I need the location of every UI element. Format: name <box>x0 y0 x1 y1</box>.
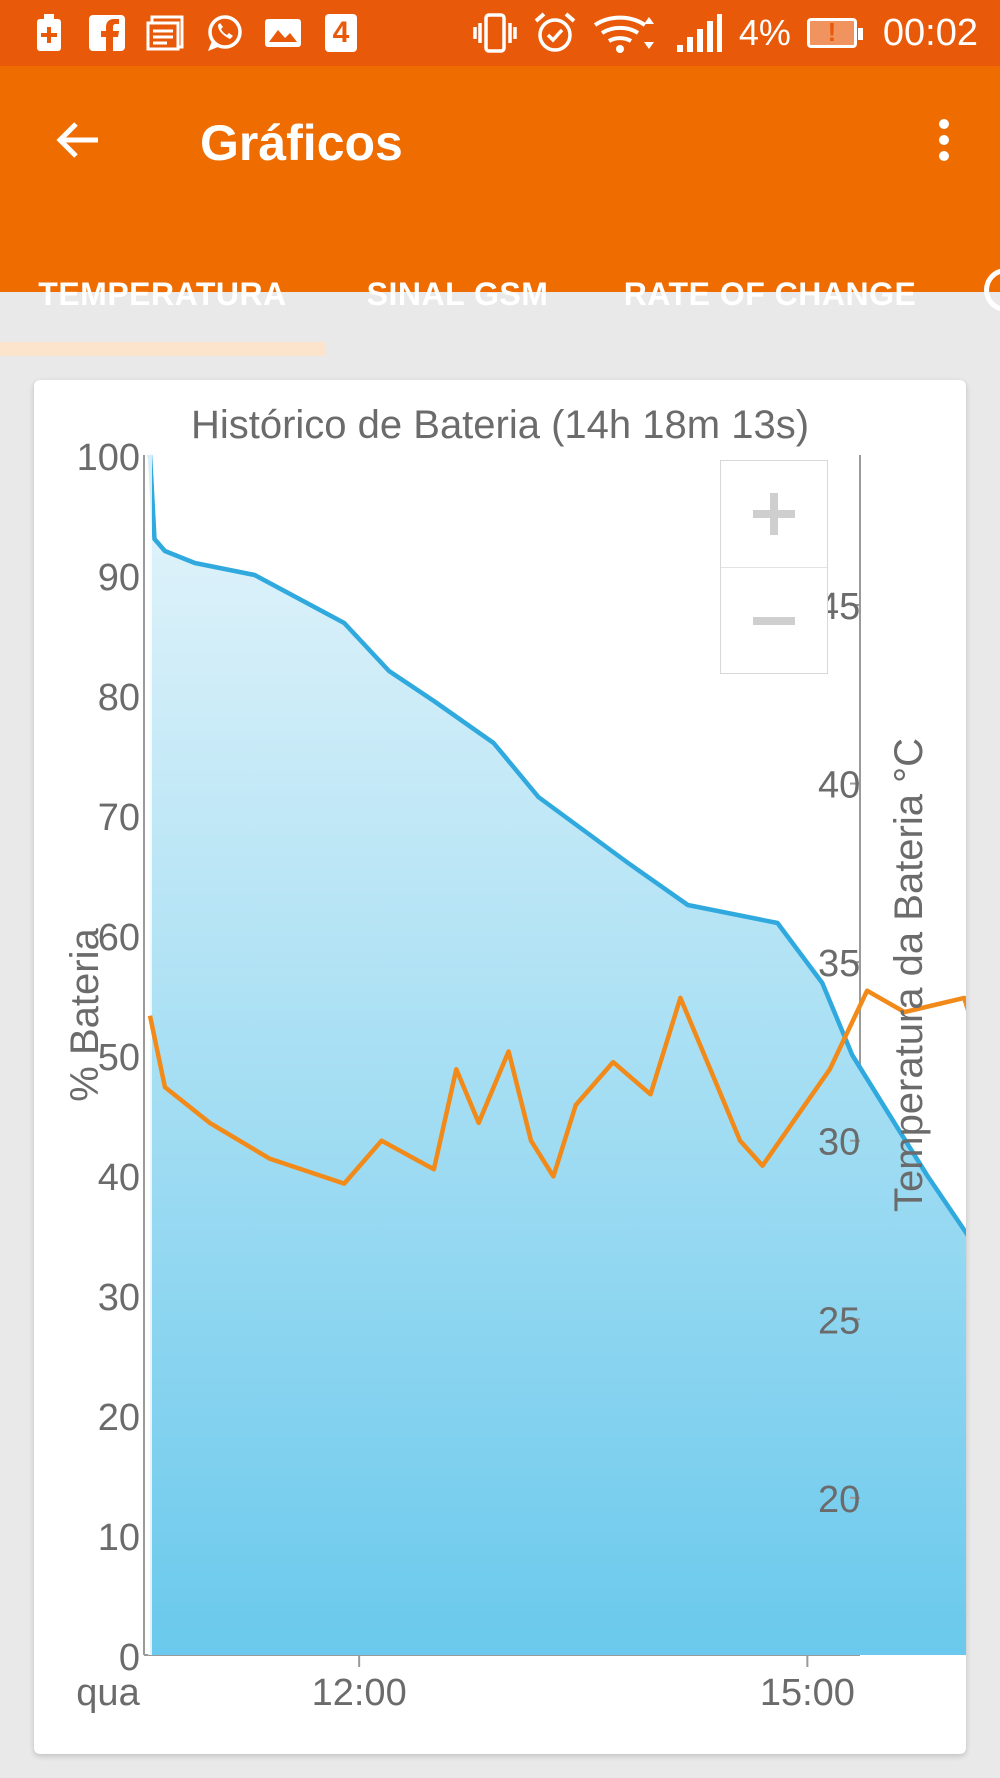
signal-icon <box>675 13 723 53</box>
tab-temperatura-label: TEMPERATURA <box>38 275 287 312</box>
badge-4-icon: 4 <box>322 13 360 53</box>
tab-rate-of-change[interactable]: RATE OF CHANGE <box>590 246 950 358</box>
wifi-icon <box>593 13 659 53</box>
x-tick-label: 12:00 <box>312 1672 407 1714</box>
app-bar: Gráficos <box>0 66 1000 292</box>
y-tick-label-left: 100 <box>77 437 140 479</box>
minus-icon <box>753 617 795 625</box>
more-vert-icon <box>939 119 949 161</box>
facebook-icon <box>88 13 126 53</box>
y-tick-label-left: 60 <box>98 917 140 959</box>
page-title: Gráficos <box>200 115 403 171</box>
chart-card: 0 10 20 30 40 50 60 70 80 90 100 20 25 30 35 40 45 qua 12:… <box>34 380 966 1754</box>
y-tick-label-right: 20 <box>818 1479 860 1521</box>
more-options-button[interactable] <box>914 108 974 172</box>
chart-title: Histórico de Bateria (14h 18m 13s) <box>191 403 809 447</box>
y-tick-label-right: 35 <box>818 943 860 985</box>
y-tick-label-left: 0 <box>119 1637 140 1679</box>
battery-percent: 4% <box>738 12 791 53</box>
battery-line <box>147 454 966 1237</box>
battery-saver-icon <box>30 13 68 53</box>
vibrate-icon <box>473 13 517 53</box>
y-tick-label-left: 10 <box>98 1517 140 1559</box>
y-tick-label-right: 40 <box>818 765 860 807</box>
alarm-icon <box>533 12 577 53</box>
tab-sinal-gsm-label: SINAL GSM <box>366 275 549 312</box>
gallery-icon <box>264 13 302 53</box>
system-icons: 4% ! 00:02 <box>473 12 978 55</box>
tab-rate-of-change-label: RATE OF CHANGE <box>623 275 917 312</box>
y-tick-label-left: 20 <box>98 1397 140 1439</box>
y-axis-label-right: Temperatura da Bateria °C <box>887 738 931 1212</box>
zoom-in-button[interactable] <box>721 461 827 567</box>
zoom-controls <box>720 460 828 674</box>
status-bar: 4 4% ! 00:02 <box>0 0 1000 66</box>
y-tick-label-left: 50 <box>98 1037 140 1079</box>
y-tick-label-left: 40 <box>98 1157 140 1199</box>
y-tick-label-left: 70 <box>98 797 140 839</box>
back-button[interactable] <box>46 108 110 172</box>
battery-low-icon: ! <box>806 17 863 48</box>
y-tick-label-left: 80 <box>98 677 140 719</box>
tab-indicator <box>0 342 325 356</box>
zoom-out-button[interactable] <box>721 568 827 674</box>
plus-icon <box>753 493 795 535</box>
tab-sinal-gsm[interactable]: SINAL GSM <box>325 246 590 358</box>
temperature-line <box>147 988 966 1186</box>
zoom-divider <box>721 567 827 568</box>
whatsapp-icon <box>204 13 244 53</box>
y-tick-label-left: 90 <box>98 557 140 599</box>
tab-bar: TEMPERATURA SINAL GSM RATE OF CHANGE <box>0 246 1000 358</box>
clock: 00:02 <box>882 11 978 54</box>
y-axis-label-left: % Bateria <box>63 928 107 1102</box>
y-tick-label-left: 30 <box>98 1277 140 1319</box>
x-tick-label: qua <box>76 1672 140 1714</box>
y-tick-label-right: 25 <box>818 1300 860 1342</box>
notification-icons: 4 <box>30 13 380 53</box>
tab-temperatura[interactable]: TEMPERATURA <box>0 246 325 358</box>
x-tick-label: 15:00 <box>760 1672 855 1714</box>
news-icon <box>146 13 184 53</box>
y-tick-label-right: 30 <box>818 1122 860 1164</box>
battery-area-fill <box>150 455 966 1655</box>
arrow-back-icon <box>56 122 98 158</box>
